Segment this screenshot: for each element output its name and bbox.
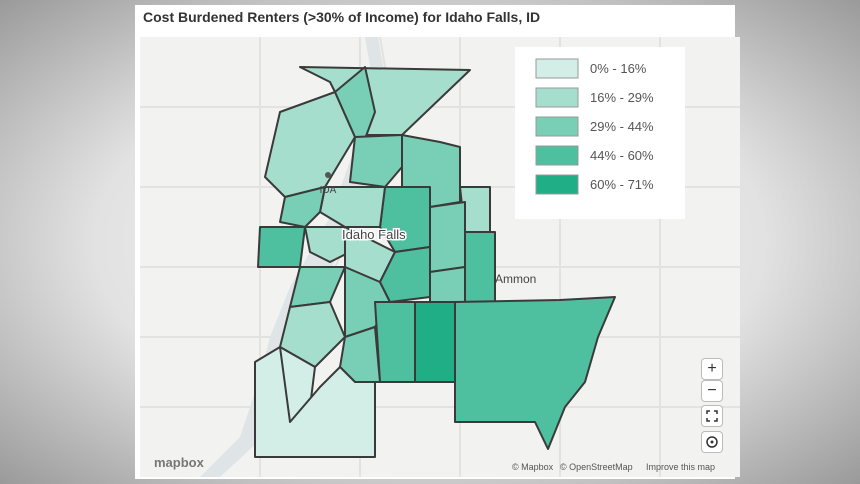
fullscreen-icon	[706, 410, 718, 422]
legend-label: 29% - 44%	[590, 119, 654, 134]
airport-marker	[325, 172, 331, 178]
tracts	[254, 66, 616, 458]
place-label: Ammon	[495, 272, 536, 286]
place-labels: IDA Idaho Falls Ammon	[320, 172, 536, 286]
map-title: Cost Burdened Renters (>30% of Income) f…	[143, 9, 541, 25]
tract[interactable]	[374, 301, 416, 383]
tract[interactable]	[279, 186, 326, 228]
legend-swatch	[535, 174, 579, 195]
legend-swatch	[535, 87, 579, 108]
attribution-mapbox[interactable]: © Mapbox	[512, 462, 554, 472]
tract[interactable]	[414, 301, 456, 383]
legend-swatch	[535, 145, 579, 166]
legend-swatch	[535, 58, 579, 79]
mapbox-logo[interactable]: mapbox	[154, 455, 205, 470]
legend-label: 44% - 60%	[590, 148, 654, 163]
geolocate-icon	[706, 436, 718, 448]
tract[interactable]	[279, 301, 346, 368]
tract[interactable]	[304, 226, 351, 263]
legend-label: 16% - 29%	[590, 90, 654, 105]
tract[interactable]	[349, 134, 403, 188]
tract[interactable]	[429, 266, 466, 303]
tract[interactable]	[454, 296, 616, 450]
map[interactable]: IDA Idaho Falls Ammon 0% - 16% 16% - 29% 2…	[140, 37, 740, 477]
zoom-out[interactable]: −	[702, 381, 722, 401]
place-label: Idaho Falls	[342, 227, 406, 242]
attribution: © Mapbox © OpenStreetMap Improve this ma…	[512, 462, 715, 472]
fullscreen[interactable]	[702, 406, 722, 426]
zoom-in[interactable]: +	[702, 359, 722, 379]
geolocate[interactable]	[702, 432, 722, 452]
map-card: Cost Burdened Renters (>30% of Income) f…	[135, 5, 740, 479]
tract[interactable]	[379, 246, 431, 303]
tract[interactable]	[257, 226, 306, 268]
tract[interactable]	[334, 66, 376, 148]
tract[interactable]	[429, 201, 466, 273]
legend-label: 60% - 71%	[590, 177, 654, 192]
attribution-improve[interactable]: Improve this map	[646, 462, 715, 472]
place-label: IDA	[320, 185, 337, 196]
legend-swatch	[535, 116, 579, 137]
tract[interactable]	[254, 346, 376, 458]
legend-label: 0% - 16%	[590, 61, 647, 76]
attribution-osm[interactable]: © OpenStreetMap	[560, 462, 633, 472]
legend: 0% - 16% 16% - 29% 29% - 44% 44% - 60% 60% -…	[515, 47, 685, 219]
tract[interactable]	[464, 231, 496, 303]
